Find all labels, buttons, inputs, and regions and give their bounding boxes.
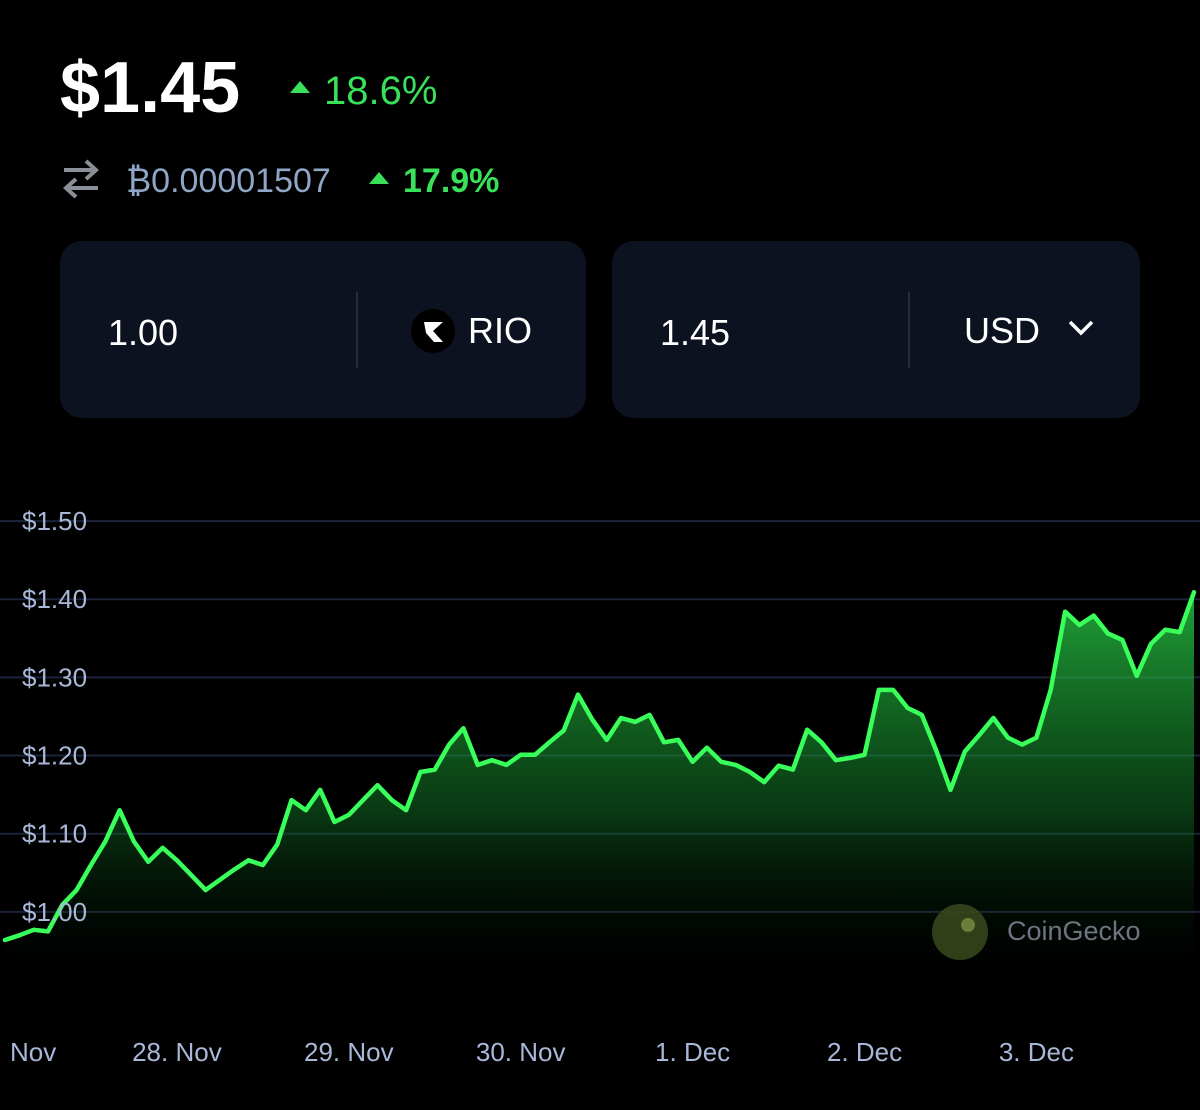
dropdown-chevron[interactable] — [1068, 320, 1094, 336]
to-field[interactable] — [612, 241, 1140, 418]
rio-logo-mark — [424, 322, 443, 342]
x-tick-label: 28. Nov — [132, 1037, 222, 1067]
watermark: CoinGecko — [1007, 916, 1141, 946]
from-amount[interactable]: 1.00 — [108, 312, 178, 353]
x-tick-label: Nov — [10, 1037, 56, 1067]
y-tick-label: $1.20 — [22, 741, 87, 771]
to-currency[interactable]: USD — [964, 310, 1040, 351]
y-tick-label: $1.00 — [22, 897, 87, 927]
y-tick-label: $1.40 — [22, 584, 87, 614]
x-tick-label: 2. Dec — [827, 1037, 902, 1067]
y-tick-label: $1.10 — [22, 819, 87, 849]
swap-icon — [63, 159, 99, 199]
price-chart: $1.00 $1.10 $1.20 $1.30 $1.40 $1.50 Nov 28. Nov… — [0, 506, 1200, 1067]
y-tick-label: $1.50 — [22, 506, 87, 536]
up-arrow — [290, 81, 310, 93]
x-tick-label: 29. Nov — [304, 1037, 394, 1067]
to-amount[interactable]: 1.45 — [660, 312, 730, 353]
x-tick-label: 3. Dec — [999, 1037, 1074, 1067]
coingecko-logo-eye — [961, 918, 975, 932]
x-tick-label: 1. Dec — [655, 1037, 730, 1067]
coingecko-logo — [932, 904, 988, 960]
from-field[interactable] — [60, 241, 586, 418]
x-tick-label: 30. Nov — [476, 1037, 566, 1067]
price: $1.45 — [60, 48, 240, 128]
up-arrow — [369, 172, 389, 184]
y-tick-label: $1.30 — [22, 662, 87, 692]
price-change: 18.6% — [324, 69, 437, 113]
btc-price: ₿0.00001507 — [126, 162, 331, 200]
from-currency[interactable]: RIO — [468, 310, 532, 351]
price-area — [5, 592, 1194, 990]
btc-change: 17.9% — [403, 162, 499, 200]
price-line — [2, 589, 1197, 943]
